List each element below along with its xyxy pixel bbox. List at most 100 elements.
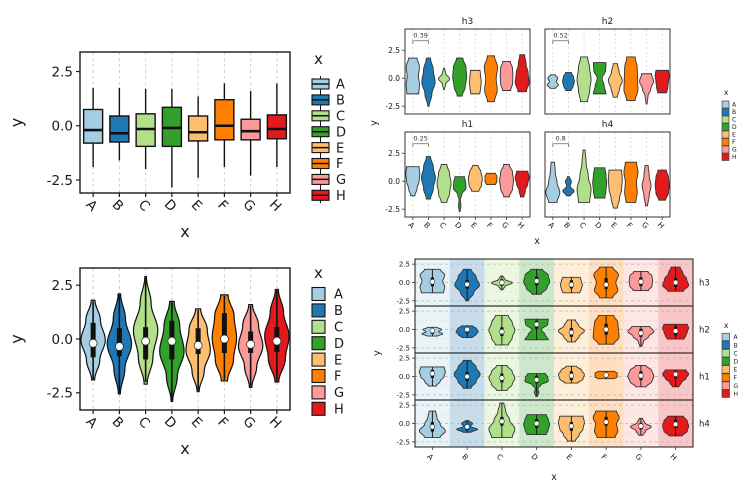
legend-label: D	[732, 124, 737, 131]
box-F	[214, 99, 235, 141]
legend-label: E	[732, 132, 736, 139]
annotation-bracket-h2	[552, 40, 569, 44]
y-tick-label: -2.5	[385, 102, 400, 111]
legend-label: D	[334, 337, 344, 352]
violin-median-dot-H	[272, 336, 282, 346]
legend-title: x	[314, 50, 323, 68]
violin-median-dot-B	[115, 342, 124, 351]
x-tick-label: A	[82, 197, 100, 215]
violin-h2-B	[562, 72, 575, 91]
legend-label: A	[336, 78, 345, 93]
y-tick-label: 0.0	[399, 420, 410, 428]
panel-border-h1	[404, 131, 531, 218]
legend-key-swatch	[721, 373, 730, 382]
legend-key-swatch	[311, 286, 326, 302]
x-tick-label: A	[425, 452, 436, 463]
legend-key-swatch	[721, 357, 730, 366]
violin-h2-H	[654, 69, 670, 94]
y-tick-label: 0.0	[399, 326, 410, 334]
violin-h4-D	[592, 167, 608, 199]
violin-median-dot-h3-B	[464, 281, 470, 288]
y-tick-label: 2.5	[399, 355, 410, 363]
violin-h1-A	[405, 166, 421, 197]
y-tick-label: 2.5	[399, 402, 410, 410]
x-tick-label: H	[668, 452, 678, 462]
y-tick-label: 2.5	[399, 261, 410, 269]
legend-title: x	[314, 264, 323, 282]
y-tick-label: 2.5	[52, 278, 73, 294]
violin-h3-H	[514, 54, 530, 93]
violin-h3-B	[421, 57, 436, 107]
x-tick-label: E	[188, 197, 205, 214]
legend-label: F	[336, 157, 343, 172]
y-tick-label: 0.0	[388, 74, 400, 83]
annotation-bracket-h1	[412, 143, 429, 147]
panel-border-h3	[404, 28, 531, 115]
y-tick-label: -2.5	[47, 173, 73, 189]
legend-label: C	[734, 350, 738, 357]
violin-h2-F	[623, 56, 639, 102]
facet-label-h3: h3	[699, 279, 710, 289]
legend-key-swatch	[311, 368, 326, 384]
violin-h4-C	[576, 149, 592, 203]
legend-key-swatch	[721, 115, 730, 124]
legend-label: G	[734, 383, 739, 390]
panel-border	[79, 51, 291, 194]
legend-label: E	[336, 141, 344, 156]
x-axis-title: x	[180, 222, 189, 241]
violin-h1-C	[436, 163, 452, 203]
facet-title-h4: h4	[602, 120, 614, 130]
facet-title-h2: h2	[602, 17, 613, 27]
x-tick-label: C	[578, 220, 588, 230]
facet-violin-rows-chart: 2.5 0.0 -2.5 h3 2.5 0.0 -2.5 h2 2.5 0.0 -2.5 h1 2.5 0…	[370, 250, 750, 500]
violin-median-dot-G	[246, 340, 255, 349]
violin-median-dot-h1-F	[603, 372, 609, 378]
box-H	[266, 114, 288, 140]
violin-h1-H	[514, 170, 530, 198]
violin-median-dot-h3-E	[568, 281, 575, 288]
x-tick-label: C	[495, 452, 505, 462]
y-tick-label: -2.5	[396, 391, 410, 399]
violin-median-dot-h3-A	[429, 279, 436, 285]
violin-h1-B	[420, 156, 436, 200]
x-tick-label: B	[562, 220, 572, 230]
y-tick-label: 0.0	[52, 332, 73, 348]
x-tick-label: E	[609, 220, 619, 230]
x-tick-label: F	[214, 197, 231, 214]
legend-key-swatch	[311, 319, 326, 334]
violin-median-dot-h2-G	[638, 330, 644, 336]
x-tick-label: F	[625, 221, 634, 230]
legend-key-swatch	[721, 340, 730, 350]
y-axis-title: y	[370, 120, 380, 126]
legend-key-swatch	[721, 108, 730, 116]
violin-h1-G	[499, 163, 515, 198]
x-tick-label: F	[599, 452, 608, 461]
annotation-label-h2: 0.52	[553, 32, 567, 40]
y-tick-label: 2.5	[52, 64, 73, 80]
violin-median-dot-h4-A	[429, 424, 436, 430]
legend-title: x	[724, 88, 729, 97]
annotation-bracket-h4	[552, 143, 569, 147]
x-tick-label: C	[135, 414, 153, 432]
legend-label: H	[734, 391, 739, 398]
violin-median-dot-A	[88, 338, 98, 348]
violin-median-dot-h4-G	[638, 423, 644, 429]
violin-h4-E	[607, 169, 623, 209]
violin-median-dot-h4-H	[672, 421, 679, 427]
y-tick-label: -2.5	[396, 344, 410, 352]
violin-h1-E	[467, 165, 483, 192]
legend-key-swatch	[721, 130, 730, 139]
legend-label: H	[334, 402, 344, 417]
legend-key-swatch	[721, 100, 730, 109]
y-tick-label: -2.5	[396, 438, 410, 446]
violin-iqr-F	[221, 313, 227, 353]
legend-label: E	[734, 367, 738, 374]
y-tick-label: 2.5	[399, 308, 410, 316]
legend-label: C	[336, 109, 345, 124]
legend-key-swatch	[721, 349, 730, 358]
y-tick-label: 0.0	[399, 373, 410, 381]
legend-label: B	[336, 94, 345, 109]
violin-h3-C	[437, 67, 451, 90]
